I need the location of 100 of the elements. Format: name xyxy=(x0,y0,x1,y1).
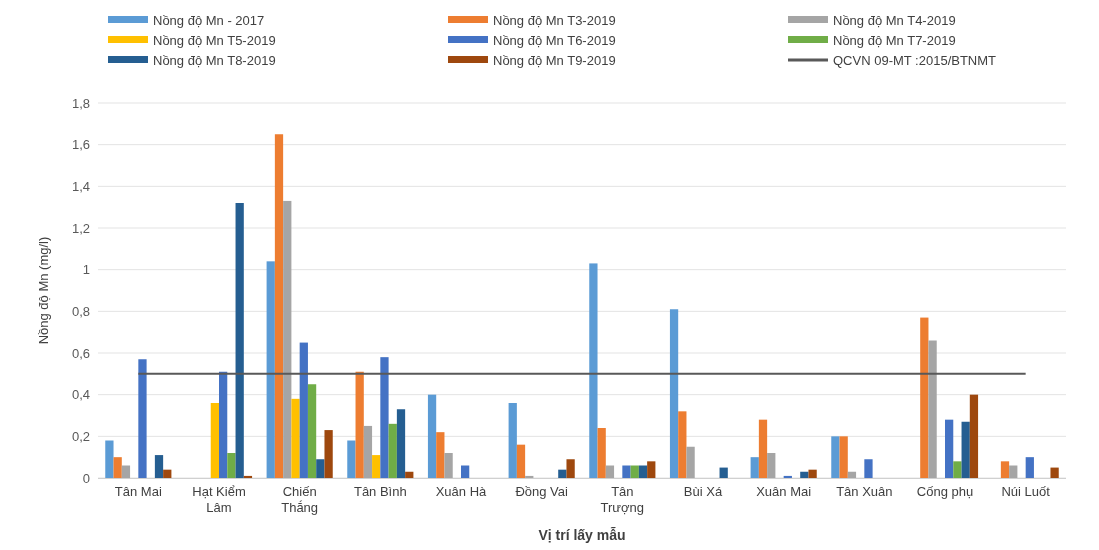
bar xyxy=(324,430,333,478)
bar xyxy=(210,403,219,478)
bar xyxy=(928,340,937,478)
bar xyxy=(589,263,598,478)
y-axis-title: Nồng độ Mn (mg/l) xyxy=(36,236,51,345)
bar xyxy=(307,384,317,478)
legend-label: Nồng độ Mn T3-2019 xyxy=(493,12,616,28)
bar xyxy=(283,200,292,478)
y-tick-label: 0,2 xyxy=(71,428,90,444)
x-tick-label: Tân Bình xyxy=(353,484,407,499)
bar xyxy=(638,465,648,478)
bar xyxy=(105,440,114,478)
bar xyxy=(1025,457,1034,478)
x-tick-label: Bùi Xá xyxy=(683,484,723,499)
bar xyxy=(630,465,639,478)
bar xyxy=(291,398,300,478)
bar xyxy=(767,453,776,478)
bar xyxy=(605,465,615,478)
bar xyxy=(920,317,929,478)
bar xyxy=(839,436,848,478)
x-tick-label: Đồng Vai xyxy=(515,484,569,499)
bar xyxy=(750,457,759,478)
bar xyxy=(508,403,517,478)
bar xyxy=(1009,465,1018,478)
bar xyxy=(719,467,728,478)
bar xyxy=(847,471,857,478)
bar xyxy=(800,471,809,478)
legend-label: Nồng độ Mn T5-2019 xyxy=(153,32,276,48)
x-tick-label: Tân Xuân xyxy=(836,484,893,499)
y-tick-label: 1 xyxy=(82,262,90,278)
bar xyxy=(808,469,817,478)
legend-label: Nồng độ Mn - 2017 xyxy=(153,12,265,28)
x-tick-label: Xuân Hà xyxy=(435,484,488,499)
bar xyxy=(138,359,147,478)
bar xyxy=(864,459,873,478)
x-tick-label: Tân Trượng xyxy=(600,484,645,515)
y-tick-label: 0,6 xyxy=(71,345,90,361)
bar xyxy=(355,371,364,478)
bar xyxy=(444,453,453,478)
bar xyxy=(316,459,325,478)
y-tick-label: 1,6 xyxy=(71,137,90,153)
bar xyxy=(622,465,631,478)
y-tick-label: 0 xyxy=(82,470,90,486)
y-tick-label: 0,8 xyxy=(71,303,90,319)
bar xyxy=(516,444,526,478)
bar xyxy=(525,475,534,478)
bar xyxy=(597,428,606,478)
bar xyxy=(953,461,962,478)
bar xyxy=(347,440,356,478)
bar xyxy=(396,409,406,478)
bar xyxy=(372,455,381,478)
bar xyxy=(969,394,979,478)
bar xyxy=(388,423,397,478)
legend-label: Nồng độ Mn T7-2019 xyxy=(833,32,956,48)
y-tick-label: 0,4 xyxy=(71,387,90,403)
x-tick-label: Núi Luốt xyxy=(1001,484,1051,499)
bar xyxy=(461,465,470,478)
bar xyxy=(219,371,228,478)
bar xyxy=(831,436,840,478)
bar xyxy=(558,469,567,478)
bar xyxy=(363,425,373,478)
bar xyxy=(1050,467,1059,478)
legend-label: Nồng độ Mn T8-2019 xyxy=(153,52,276,68)
bar xyxy=(945,419,954,478)
bar xyxy=(227,453,236,478)
y-tick-label: 1,8 xyxy=(71,95,90,111)
bar xyxy=(235,203,244,478)
x-tick-label: Hạt Kiểm Lâm xyxy=(192,484,246,515)
y-tick-label: 1,4 xyxy=(71,178,90,194)
legend-label: Nồng độ Mn T6-2019 xyxy=(493,32,616,48)
bar xyxy=(669,309,679,478)
x-tick-label: Cống phụ xyxy=(916,484,974,499)
legend-label: Nồng độ Mn T4-2019 xyxy=(833,12,956,28)
bar xyxy=(647,461,656,478)
bar xyxy=(686,446,695,478)
legend-label: Nồng độ Mn T9-2019 xyxy=(493,52,616,68)
bar xyxy=(758,419,768,478)
bar xyxy=(405,471,414,478)
bar xyxy=(121,465,131,478)
bar xyxy=(1000,461,1010,478)
bar xyxy=(961,421,970,478)
bar xyxy=(163,469,172,478)
bar xyxy=(243,475,253,478)
bar xyxy=(380,357,389,478)
bar xyxy=(274,134,284,478)
bar xyxy=(299,342,308,478)
bar xyxy=(678,411,687,478)
x-axis-title: Vị trí lấy mẫu xyxy=(538,527,626,543)
x-tick-label: Tân Mai xyxy=(114,484,162,499)
bar xyxy=(427,394,437,478)
x-tick-label: Xuân Mai xyxy=(756,484,812,499)
bar xyxy=(783,475,792,478)
bar xyxy=(566,459,575,478)
bar xyxy=(436,432,445,478)
bar xyxy=(266,261,275,478)
bar xyxy=(113,457,122,478)
x-tick-label: Chiến Thắng xyxy=(281,484,319,515)
legend-label: QCVN 09-MT :2015/BTNMT xyxy=(833,52,997,68)
y-tick-label: 1,2 xyxy=(71,220,90,236)
bar xyxy=(154,455,164,478)
